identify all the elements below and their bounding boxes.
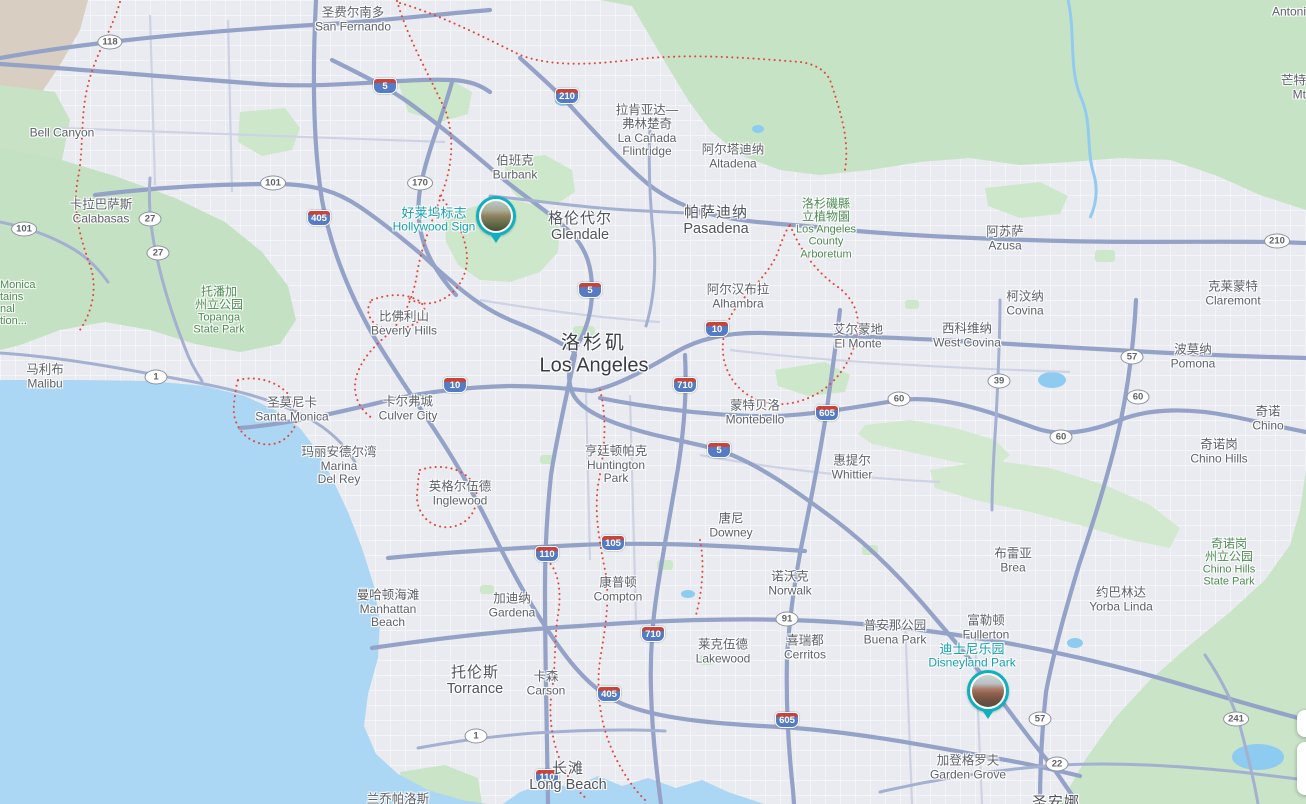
route-shield-state-1: 1 — [144, 369, 168, 385]
label-compton: 康普顿 Compton — [593, 575, 643, 604]
label-west-covina: 西科维纳 West Covina — [933, 321, 1001, 350]
route-shield-state-241: 241 — [1223, 711, 1249, 727]
label-alhambra: 阿尔汉布拉 Alhambra — [706, 282, 770, 311]
route-shield-interstate-10: 10 — [705, 321, 729, 337]
label-yorba-linda: 约巴林达 Yorba Linda — [1089, 585, 1153, 614]
label-carson: 卡森 Carson — [526, 669, 566, 698]
label-montebello: 蒙特贝洛 Montebello — [725, 398, 785, 427]
label-calabasas: 卡拉巴萨斯 Calabasas — [69, 197, 133, 226]
route-shield-interstate-710: 710 — [641, 626, 665, 642]
label-whittier: 惠提尔 Whittier — [831, 453, 873, 482]
label-mt-san-antonio-partial: Antoni — [1271, 4, 1306, 19]
route-shield-state-210: 210 — [1264, 233, 1290, 249]
route-shield-state-60: 60 — [1126, 389, 1150, 405]
label-santa-monica: 圣莫尼卡 Santa Monica — [255, 395, 329, 424]
map-control-zoom[interactable] — [1297, 742, 1306, 795]
route-shield-interstate-210: 210 — [555, 88, 579, 104]
label-el-monte: 艾尔蒙地 El Monte — [832, 322, 884, 351]
label-culver-city: 卡尔弗城 Culver City — [378, 394, 438, 423]
route-shield-state-60: 60 — [1049, 429, 1073, 445]
label-inglewood: 英格尔伍德 Inglewood — [428, 479, 492, 508]
route-shield-interstate-110: 110 — [535, 546, 559, 562]
label-malibu: 马利布 Malibu — [26, 362, 64, 391]
label-pasadena: 帕萨迪纳 Pasadena — [683, 203, 749, 237]
route-shield-interstate-10: 10 — [443, 377, 467, 393]
label-santa-monica-mtns-partial: Monica tains nal tion... — [0, 278, 36, 328]
route-shield-state-39: 39 — [987, 373, 1011, 389]
label-long-beach: 长滩 Long Beach — [529, 759, 607, 793]
boundary-lines — [74, 0, 860, 801]
route-shield-state-57: 57 — [1120, 349, 1144, 365]
route-shield-state-118: 118 — [97, 34, 123, 50]
label-la-county-arboretum: 洛杉磯縣 立植物園 Los Angeles County Arboretum — [796, 196, 856, 261]
route-shield-state-27: 27 — [146, 245, 170, 261]
label-la-canada-flintridge: 拉肯亚达— 弗林楚奇 La Cañada Flintridge — [615, 103, 679, 158]
label-brea: 布雷亚 Brea — [994, 546, 1032, 575]
label-fullerton: 富勒顿 Fullerton — [962, 613, 1010, 642]
route-shield-state-22: 22 — [1045, 756, 1069, 772]
label-topanga-state-park: 托潘加 州立公园 Topanga State Park — [193, 284, 245, 337]
route-shield-state-101: 101 — [260, 175, 286, 191]
label-disneyland-park[interactable]: 迪士尼乐园 Disneyland Park — [928, 641, 1016, 670]
route-shield-interstate-605: 605 — [815, 405, 839, 421]
route-shield-interstate-405: 405 — [307, 210, 331, 226]
label-san-fernando: 圣费尔南多 San Fernando — [314, 5, 392, 34]
route-shield-interstate-110: 110 — [535, 769, 559, 785]
label-downey: 唐尼 Downey — [709, 511, 753, 540]
map-control-upper[interactable] — [1297, 710, 1306, 737]
route-shield-state-57: 57 — [1028, 711, 1052, 727]
label-santa-ana-partial: 圣安娜 — [1031, 793, 1081, 804]
route-shield-interstate-105: 105 — [601, 535, 625, 551]
route-shield-state-91: 91 — [775, 611, 799, 627]
label-burbank: 伯班克 Burbank — [492, 153, 538, 182]
label-glendale: 格伦代尔 Glendale — [547, 209, 613, 243]
route-shield-interstate-5: 5 — [578, 282, 602, 298]
route-shield-state-1: 1 — [464, 728, 488, 744]
label-los-angeles: 洛杉矶 Los Angeles — [539, 332, 649, 377]
label-mt-partial: 芒特 Mt — [1280, 73, 1306, 102]
label-chino-hills-state-park: 奇诺岗 州立公园 Chino Hills State Park — [1202, 536, 1256, 589]
label-huntington-park: 亨廷顿帕克 Huntington Park — [584, 443, 648, 485]
route-shield-state-60: 60 — [887, 391, 911, 407]
hollywood-sign-photo-ring — [476, 196, 516, 236]
label-gardena: 加迪纳 Gardena — [488, 591, 536, 620]
hollywood-sign-photo-pointer — [490, 234, 502, 243]
label-chino-hills: 奇诺岗 Chino Hills — [1190, 437, 1248, 466]
label-lakewood: 莱克伍德 Lakewood — [695, 637, 751, 666]
label-norwalk: 诺沃克 Norwalk — [768, 569, 812, 598]
route-shield-interstate-5: 5 — [707, 442, 731, 458]
label-covina: 柯汶纳 Covina — [1006, 289, 1044, 318]
route-shield-state-170: 170 — [407, 175, 433, 191]
label-manhattan-beach: 曼哈顿海滩 Manhattan Beach — [356, 587, 420, 629]
route-shield-interstate-405: 405 — [597, 686, 621, 702]
route-shield-interstate-710: 710 — [673, 377, 697, 393]
label-altadena: 阿尔塔迪纳 Altadena — [701, 142, 765, 171]
label-bell-canyon: Bell Canyon — [29, 125, 95, 140]
label-pomona: 波莫纳 Pomona — [1170, 342, 1216, 371]
route-shield-state-101: 101 — [11, 221, 37, 237]
route-shield-interstate-605: 605 — [775, 712, 799, 728]
arterial-roads — [59, 14, 1071, 804]
label-chino: 奇诺 Chino — [1252, 404, 1284, 433]
disneyland-photo-pointer — [982, 710, 994, 719]
label-torrance: 托伦斯 Torrance — [446, 663, 504, 697]
disneyland-photo — [972, 675, 1004, 707]
label-hollywood-sign[interactable]: 好莱坞标志 Hollywood Sign — [392, 205, 476, 234]
label-cerritos: 喜瑞都 Cerritos — [783, 633, 827, 662]
label-claremont: 克莱蒙特 Claremont — [1205, 279, 1261, 308]
label-azusa: 阿苏萨 Azusa — [986, 224, 1024, 253]
hollywood-sign-photo-marker[interactable] — [476, 196, 516, 243]
disneyland-photo-marker[interactable] — [967, 670, 1009, 719]
disneyland-photo-ring — [967, 670, 1009, 712]
label-beverly-hills: 比佛利山 Beverly Hills — [370, 309, 438, 338]
hollywood-sign-photo — [481, 201, 511, 231]
label-garden-grove: 加登格罗夫 Garden Grove — [929, 753, 1007, 782]
route-shield-interstate-5: 5 — [373, 78, 397, 94]
highway-roads — [0, 126, 1306, 804]
label-marina-del-rey: 玛丽安德尔湾 Marina Del Rey — [301, 444, 377, 486]
label-rancho-palos-verdes-partial: 兰乔帕洛斯 — [366, 792, 430, 804]
route-shield-state-27: 27 — [138, 211, 162, 227]
label-buena-park: 普安那公园 Buena Park — [863, 618, 927, 647]
